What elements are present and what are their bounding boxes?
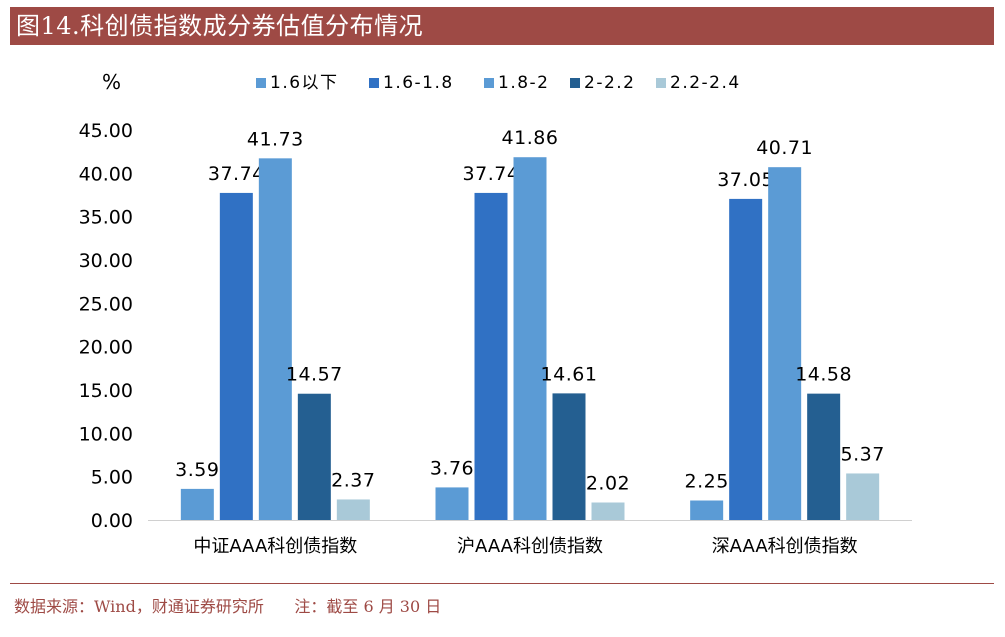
- y-tick-label: 0.00: [91, 510, 133, 532]
- chart-title: 图14.科创债指数成分券估值分布情况: [16, 12, 424, 40]
- y-tick-label: 10.00: [79, 423, 133, 445]
- legend-swatch: [484, 78, 494, 88]
- bar: [513, 157, 547, 521]
- bar: [807, 393, 841, 520]
- data-label: 14.57: [286, 364, 343, 386]
- date-note: 注：截至 6 月 30 日: [294, 597, 442, 616]
- data-label: 37.74: [208, 163, 265, 185]
- bar-chart: % 0.00 5.00 10.00 15.00 20.00 25.00 30.00 35.00 4…: [79, 70, 912, 557]
- y-tick-label: 5.00: [91, 467, 133, 489]
- bar: [690, 500, 724, 520]
- bar: [846, 473, 880, 520]
- bar: [729, 198, 763, 520]
- footer: 数据来源：Wind，财通证券研究所 注：截至 6 月 30 日: [14, 597, 441, 617]
- y-tick-label: 40.00: [79, 163, 133, 185]
- bar: [336, 499, 370, 520]
- data-label: 37.74: [463, 163, 520, 185]
- legend-swatch: [570, 78, 580, 88]
- footer-divider: [10, 583, 994, 584]
- source-note: 数据来源：Wind，财通证券研究所: [14, 597, 264, 616]
- y-tick-label: 20.00: [79, 337, 133, 359]
- y-unit-label: %: [102, 70, 121, 94]
- data-label: 40.71: [756, 137, 813, 159]
- y-tick-label: 30.00: [79, 250, 133, 272]
- category-label: 深AAA科创债指数: [712, 536, 858, 557]
- data-label: 2.25: [685, 471, 729, 493]
- data-label: 2.02: [586, 472, 630, 494]
- data-label: 2.37: [331, 469, 375, 491]
- y-tick-label: 25.00: [79, 293, 133, 315]
- legend-swatch: [656, 78, 666, 88]
- data-label: 41.86: [502, 127, 559, 149]
- title-bar: 图14.科创债指数成分券估值分布情况: [10, 7, 994, 45]
- bar: [180, 488, 214, 520]
- data-label: 14.58: [795, 364, 852, 386]
- data-label: 37.05: [717, 169, 774, 191]
- category-label: 沪AAA科创债指数: [457, 536, 603, 557]
- data-label: 5.37: [841, 443, 885, 465]
- data-label: 14.61: [541, 363, 598, 385]
- legend-swatch: [369, 78, 379, 88]
- legend-label: 1.6以下: [270, 73, 339, 93]
- legend-label: 1.8-2: [498, 73, 550, 93]
- y-tick-label: 45.00: [79, 120, 133, 142]
- bar: [435, 487, 469, 520]
- category-label: 中证AAA科创债指数: [193, 536, 357, 557]
- bar: [258, 158, 292, 520]
- y-tick-label: 15.00: [79, 380, 133, 402]
- data-label: 41.73: [247, 128, 304, 150]
- bar: [768, 167, 802, 520]
- data-label: 3.59: [175, 459, 219, 481]
- bar: [591, 502, 625, 520]
- y-tick-label: 35.00: [79, 207, 133, 229]
- bar: [552, 393, 586, 520]
- legend-label: 2.2-2.4: [670, 73, 741, 93]
- legend-label: 1.6-1.8: [383, 73, 454, 93]
- legend-label: 2-2.2: [584, 73, 636, 93]
- bar: [297, 393, 331, 520]
- legend-swatch: [256, 78, 266, 88]
- bar: [474, 192, 508, 521]
- data-label: 3.76: [430, 457, 474, 479]
- bar: [219, 192, 253, 521]
